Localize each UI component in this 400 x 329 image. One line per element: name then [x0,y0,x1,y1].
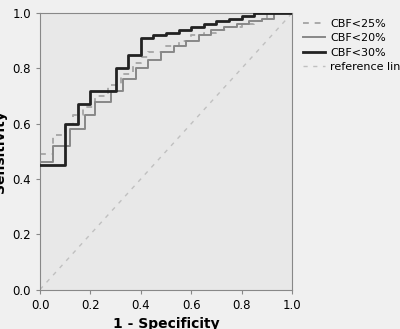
Legend: CBF<25%, CBF<20%, CBF<30%, reference line: CBF<25%, CBF<20%, CBF<30%, reference lin… [302,19,400,72]
Y-axis label: Sensitivity: Sensitivity [0,110,7,193]
X-axis label: 1 - Specificity: 1 - Specificity [113,317,219,329]
